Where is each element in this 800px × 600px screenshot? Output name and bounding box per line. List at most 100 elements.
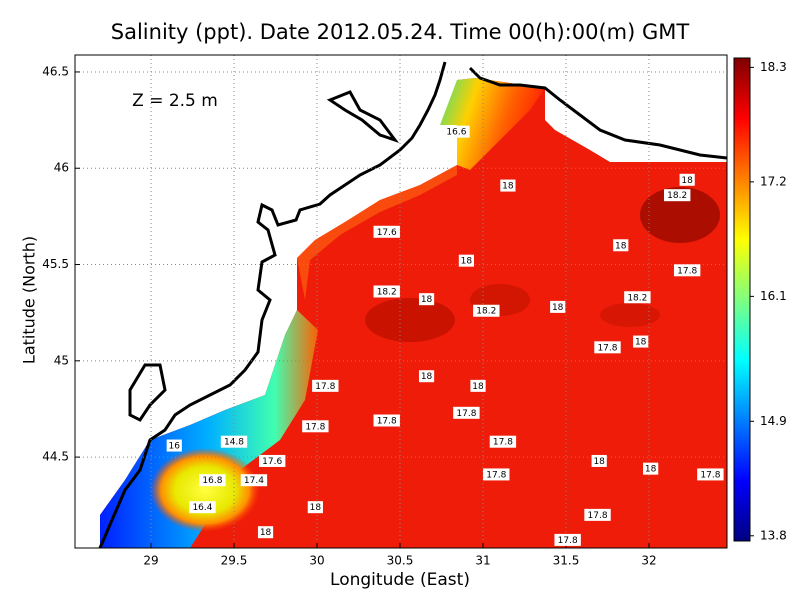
contour-label-box bbox=[257, 526, 274, 539]
contour-label-box bbox=[166, 439, 182, 452]
contour-label: 17.6 bbox=[377, 228, 397, 238]
depth-annotation: Z = 2.5 m bbox=[132, 91, 218, 111]
fresh-water-patch bbox=[150, 448, 260, 532]
contour-label-box bbox=[664, 189, 691, 202]
high-salinity-patch bbox=[600, 303, 660, 327]
x-tick-label: 31 bbox=[475, 554, 490, 568]
contour-label-box bbox=[443, 125, 470, 138]
contour-label-box bbox=[302, 420, 329, 433]
contour-label-box bbox=[373, 285, 400, 298]
contour-label-box bbox=[550, 300, 566, 313]
contour-label-box bbox=[697, 468, 724, 481]
coastline bbox=[468, 66, 728, 160]
contour-label: 18.2 bbox=[667, 191, 687, 201]
coastline bbox=[98, 61, 728, 549]
contour-label-box bbox=[643, 462, 659, 475]
contour-label: 16.8 bbox=[202, 476, 222, 486]
contour-label: 17.8 bbox=[305, 422, 325, 432]
contour-label-box bbox=[554, 533, 581, 546]
contour-label: 18 bbox=[593, 457, 605, 467]
contour-label-box bbox=[500, 179, 516, 192]
contour-label-box bbox=[673, 264, 701, 277]
contour-label: 18 bbox=[421, 295, 433, 305]
contour-label: 17.8 bbox=[700, 470, 720, 480]
contour-label: 18 bbox=[310, 503, 322, 513]
contour-label-box bbox=[220, 435, 248, 448]
contour-label-box bbox=[307, 501, 323, 514]
contour-label: 18 bbox=[645, 465, 657, 475]
contour-label: 17.8 bbox=[588, 511, 608, 521]
y-tick-label: 45.5 bbox=[42, 257, 69, 271]
contour-label-box bbox=[199, 474, 226, 487]
contour-label: 16 bbox=[169, 442, 181, 452]
y-tick-label: 45 bbox=[54, 353, 69, 367]
contour-label: 18 bbox=[421, 372, 433, 382]
x-tick-label: 32 bbox=[641, 554, 656, 568]
contour-label: 17.8 bbox=[315, 382, 335, 392]
colorbar-frame bbox=[733, 57, 751, 542]
contour-label-box bbox=[613, 239, 629, 252]
contour-label-box bbox=[679, 173, 695, 186]
y-tick-label: 46.5 bbox=[42, 64, 69, 78]
contour-label-box bbox=[470, 379, 486, 392]
colorbar bbox=[734, 58, 750, 541]
x-axis-label: Longitude (East) bbox=[330, 570, 470, 590]
contour-label: 17.4 bbox=[244, 476, 264, 486]
contour-label-box bbox=[489, 435, 517, 448]
contour-label: 17.8 bbox=[597, 343, 617, 353]
contour-label-box bbox=[312, 379, 339, 392]
colorbar-tick-label: 17.2 bbox=[760, 174, 787, 188]
contour-label-box bbox=[483, 468, 510, 481]
colorbar-tick-label: 13.8 bbox=[760, 528, 787, 542]
high-salinity-patch bbox=[365, 298, 455, 342]
colorbar-tick-label: 14.9 bbox=[760, 414, 787, 428]
y-tick-label: 46 bbox=[54, 161, 69, 175]
colorbar-tick-label: 16.1 bbox=[760, 289, 787, 303]
bay-water bbox=[440, 78, 545, 170]
coastal-band bbox=[297, 165, 457, 300]
coastline bbox=[128, 363, 167, 422]
contour-label-box bbox=[418, 293, 435, 306]
coastline bbox=[98, 61, 447, 549]
contour-label-box bbox=[458, 254, 474, 267]
coastline bbox=[326, 90, 400, 143]
y-axis-label: Latitude (North) bbox=[20, 236, 39, 364]
contour-label: 17.8 bbox=[493, 438, 513, 448]
high-salinity-patch bbox=[640, 187, 720, 243]
plot-frame bbox=[74, 54, 728, 549]
contour-label-box bbox=[418, 370, 435, 383]
y-tick-label: 44.5 bbox=[42, 450, 69, 464]
contour-label: 18 bbox=[552, 303, 564, 313]
contour-label: 17.8 bbox=[486, 470, 506, 480]
contour-label-box bbox=[591, 454, 607, 467]
contour-label-box bbox=[584, 508, 611, 521]
x-tick-label: 30 bbox=[309, 554, 324, 568]
contour-label: 17.8 bbox=[456, 409, 476, 419]
contour-label-box bbox=[624, 291, 651, 304]
contour-label: 18 bbox=[635, 338, 647, 348]
field bbox=[100, 78, 727, 548]
contour-label-box bbox=[189, 501, 216, 514]
contour-label: 18.2 bbox=[627, 293, 647, 303]
contour-label-box bbox=[373, 414, 400, 427]
contour-label-box bbox=[633, 335, 649, 348]
contour-label-box bbox=[473, 304, 500, 317]
contour-label-box bbox=[258, 454, 286, 467]
contour-label: 16.4 bbox=[192, 503, 212, 513]
contour-label-box bbox=[373, 225, 400, 238]
contour-label: 17.8 bbox=[377, 417, 397, 427]
x-tick-label: 29.5 bbox=[221, 554, 248, 568]
contour-label: 18 bbox=[461, 257, 473, 267]
contour-label-box bbox=[240, 474, 268, 487]
colorbar-tick-label: 18.3 bbox=[760, 60, 787, 74]
contour-label: 18 bbox=[615, 241, 627, 251]
contour-label: 17.8 bbox=[677, 266, 697, 276]
contour-label: 18 bbox=[472, 382, 484, 392]
contour-label: 18 bbox=[260, 528, 272, 538]
x-tick-label: 31.5 bbox=[553, 554, 580, 568]
contour-label: 18.2 bbox=[377, 287, 397, 297]
contour-label: 14.8 bbox=[224, 438, 244, 448]
contour-label: 18 bbox=[681, 176, 693, 186]
contour-label-box bbox=[594, 341, 621, 354]
